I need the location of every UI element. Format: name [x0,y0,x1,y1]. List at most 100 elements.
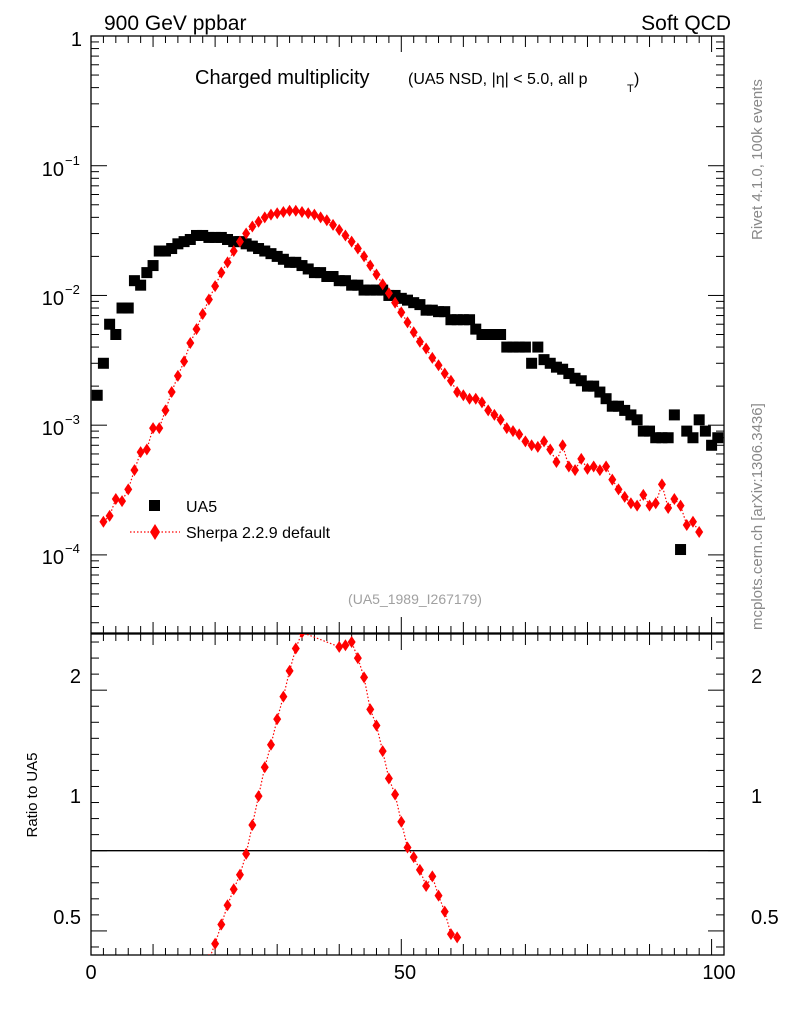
ua5-point [178,236,190,248]
chart-subtitle-close: ) [634,71,639,88]
ua5-point [402,294,413,306]
ua5-point [327,270,339,282]
ua5-point [457,314,469,326]
main-title-group: Charged multiplicity (UA5 NSD, |η| < 5.0… [195,67,639,95]
sherpa-point [558,439,567,452]
y-tick-labels-bottom: 2 1 0.5 2 1 0.5 [53,666,779,929]
ratio-y-tick-label-left: 1 [70,786,81,808]
ua5-point [321,270,333,282]
sherpa-point [211,280,220,293]
ua5-point [557,363,569,375]
sherpa-point [372,268,381,281]
sherpa-line [102,210,700,533]
ratio-point [378,745,387,758]
ua5-point [172,238,184,250]
sherpa-point [142,443,151,456]
y-tick-label: 10 [42,288,64,310]
ua5-point [302,263,314,275]
ua5-point [693,414,705,426]
ua5-point [476,329,488,340]
sherpa-point [217,266,226,279]
ratio-point [366,703,375,716]
sherpa-point [192,323,201,336]
ratio-point [211,937,220,950]
sherpa-point [335,223,344,236]
ratio-point [446,928,455,941]
ua5-point [265,248,277,260]
y-tick-label-exp: −2 [65,282,80,297]
ua5-point [116,302,128,314]
ua5-point [159,245,171,257]
y-tick-label-exp: −3 [65,412,80,427]
ratio-point [409,851,418,864]
sherpa-point [552,456,561,469]
ua5-point [166,243,178,255]
sherpa-point [260,211,269,224]
chart-subtitle: (UA5 NSD, |η| < 5.0, all p [408,71,588,88]
sherpa-point [546,443,555,456]
sherpa-point [664,501,673,514]
ratio-point [242,847,251,860]
ratio-point [260,761,269,774]
ua5-point [346,279,358,291]
ratio-point [353,652,362,665]
ua5-point [420,304,432,316]
x-tick-label: 100 [702,962,735,984]
sherpa-point [490,408,499,421]
ua5-point [644,425,656,437]
ua5-point [600,393,612,405]
sherpa-point [446,374,455,387]
ratio-point [291,642,300,655]
ua5-point [209,231,221,243]
sherpa-point [366,259,375,272]
sherpa-point [130,464,139,477]
ratio-panel-frame [90,633,725,956]
sherpa-point [577,452,586,465]
legend: UA5 Sherpa 2.2.9 default [130,499,331,542]
ua5-point [656,432,668,444]
y-tick-label-base: 10 [42,418,64,440]
ratio-point [391,788,400,801]
y-tick-label-base: 10 [42,159,64,181]
sherpa-point [453,386,462,399]
sherpa-point [657,478,666,491]
ratio-point [235,868,244,881]
axes-layer [90,35,725,956]
ua5-point [687,432,699,444]
chart-subtitle-subscript: T [627,83,634,95]
sherpa-point [626,497,635,510]
sherpa-point [229,245,238,258]
sherpa-point [353,242,362,255]
sherpa-point [298,205,306,218]
sherpa-point [484,404,493,417]
ua5-point [315,267,327,279]
ratio-y-tick-label-right: 2 [751,666,762,688]
bottom-data-layer [208,634,462,955]
ua5-point [675,544,687,556]
ua5-point [544,357,556,369]
ua5-point [619,404,631,416]
ua5-point [308,267,320,279]
ua5-point [706,439,718,451]
sherpa-point [620,490,629,503]
y-tick-label: 1 [71,29,82,51]
sherpa-point [639,488,648,501]
ua5-point [519,341,531,353]
ua5-point [203,231,215,243]
sherpa-point [509,425,517,438]
ua5-point [495,329,507,340]
sherpa-point [173,369,182,382]
ua5-point [563,368,575,380]
ratio-point [217,918,226,931]
ua5-point [228,236,240,248]
ua5-point [364,284,376,296]
ua5-point [501,341,513,353]
ua5-point [253,243,265,255]
sherpa-point [477,396,486,409]
sherpa-point [434,359,443,372]
ua5-point [339,275,351,287]
ua5-point [259,245,271,257]
sherpa-point [167,386,176,399]
sherpa-point [502,422,511,435]
